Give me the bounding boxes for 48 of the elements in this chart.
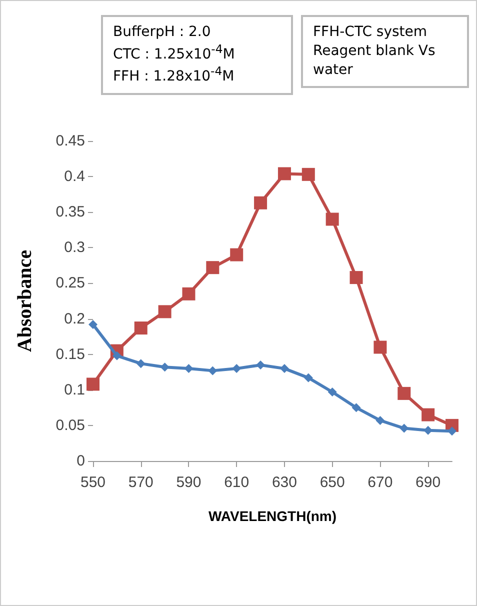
point (302, 168, 315, 181)
point (182, 287, 196, 300)
point (88, 320, 98, 329)
x-tick-label: 690 (416, 474, 441, 491)
x-axis-title: WAVELENGTH(nm) (208, 508, 337, 524)
point (326, 212, 339, 226)
point (398, 386, 411, 400)
point (400, 424, 409, 433)
x-tick-label: 550 (80, 474, 106, 491)
point (208, 366, 218, 376)
x-tick-label: 670 (368, 474, 393, 491)
point (86, 378, 100, 391)
point (350, 271, 363, 284)
y-tick-label: 0.1 (64, 381, 85, 398)
x-tick-label: 590 (176, 474, 202, 491)
point (134, 322, 148, 335)
y-tick-label: 0.2 (64, 310, 85, 328)
x-tick-label: 630 (272, 474, 297, 491)
point (158, 305, 172, 318)
y-tick-label: 0.35 (56, 204, 85, 221)
y-tick-label: 0.3 (64, 239, 85, 256)
point (230, 248, 244, 262)
point (256, 360, 266, 370)
point (352, 403, 361, 412)
point (184, 364, 194, 374)
y-tick-label: 0 (76, 452, 85, 470)
point (422, 408, 435, 422)
point (254, 196, 268, 210)
y-axis-title: Absorbance (14, 250, 36, 352)
y-tick-label: 0.15 (56, 346, 85, 363)
point (206, 261, 220, 274)
y-tick-label: 0.05 (56, 416, 85, 434)
y-tick-label: 0.4 (64, 168, 85, 186)
point (278, 167, 291, 180)
x-tick-label: 610 (224, 474, 250, 491)
point (304, 373, 313, 382)
y-tick-label: 0.25 (56, 274, 85, 292)
x-tick-label: 570 (128, 474, 154, 491)
point (376, 416, 385, 425)
text: BufferpH : 2.0 CTC : 1.25x10$^{-4}$M FFH : 1.28x10$^{-4}$M (101, 15, 293, 95)
x-tick-label: 650 (320, 474, 345, 491)
point (160, 362, 170, 372)
text: FFH-CTC system Reagent blank Vs water (301, 15, 469, 88)
y-tick-label: 0.45 (56, 132, 85, 150)
point (328, 388, 337, 397)
point (136, 359, 146, 368)
point (112, 351, 122, 360)
point (374, 340, 387, 354)
